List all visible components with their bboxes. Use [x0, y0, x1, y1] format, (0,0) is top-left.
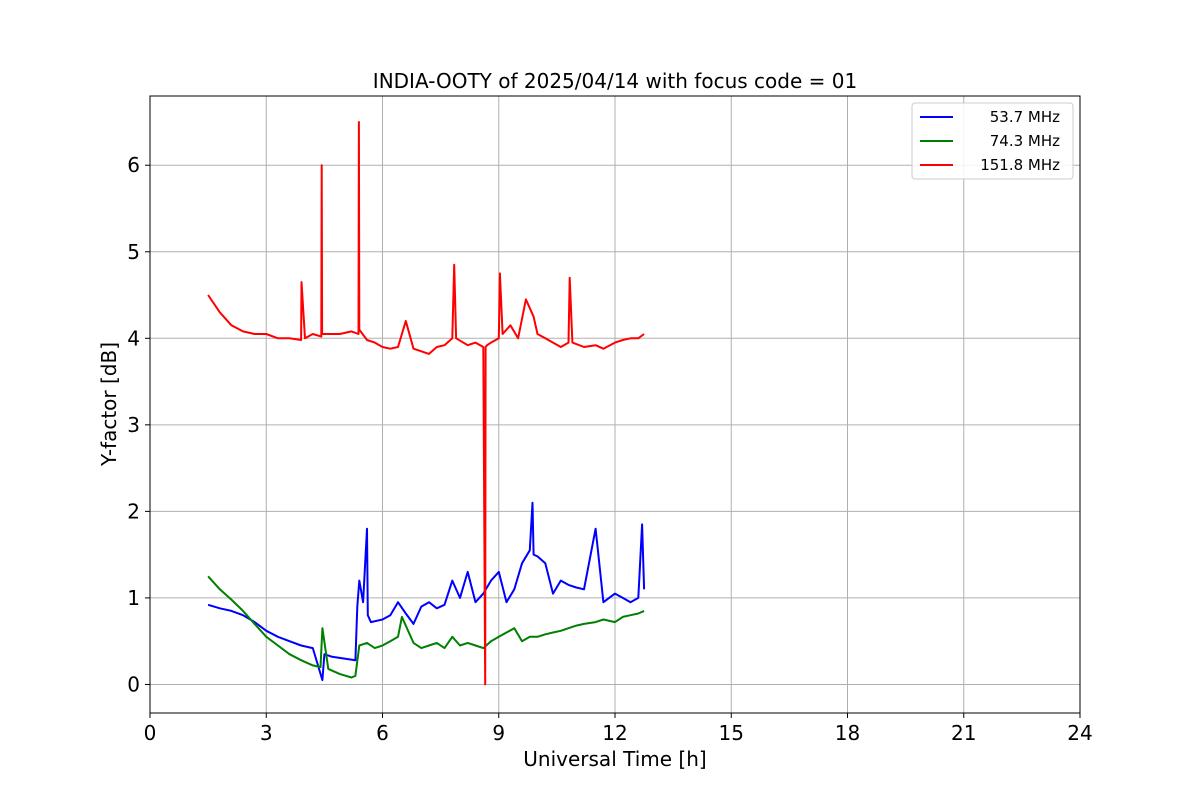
- y-tick-label: 6: [127, 153, 140, 177]
- x-tick-label: 6: [376, 721, 389, 745]
- chart-title: INDIA-OOTY of 2025/04/14 with focus code…: [373, 69, 857, 93]
- x-tick-label: 21: [951, 721, 976, 745]
- series-line-2: [207, 121, 645, 686]
- legend-entry: 74.3 MHz: [990, 132, 1060, 150]
- series-layer: [207, 121, 646, 686]
- legend-box: [911, 102, 1074, 180]
- legend: 53.7 MHz 74.3 MHz 151.8 MHz: [911, 102, 1074, 180]
- series-line-0: [207, 501, 646, 682]
- y-tick-label: 1: [127, 586, 140, 610]
- x-tick-label: 9: [492, 721, 505, 745]
- x-tick-label: 0: [144, 721, 157, 745]
- y-tick-label: 4: [127, 326, 140, 350]
- legend-entry: 151.8 MHz: [980, 156, 1060, 174]
- y-tick-label: 3: [127, 413, 140, 437]
- y-axis: 0 1 2 3 4 5 6: [127, 153, 150, 696]
- grid: [149, 96, 1081, 713]
- x-tick-label: 18: [835, 721, 860, 745]
- x-axis: 0 3 6 9 12 15 18 21 24: [144, 713, 1093, 745]
- x-axis-label: Universal Time [h]: [523, 747, 706, 771]
- x-tick-label: 12: [602, 721, 627, 745]
- x-tick-label: 15: [719, 721, 744, 745]
- y-tick-label: 0: [127, 672, 140, 696]
- x-tick-label: 3: [260, 721, 273, 745]
- y-tick-label: 2: [127, 499, 140, 523]
- legend-entry: 53.7 MHz: [990, 108, 1060, 126]
- y-tick-label: 5: [127, 240, 140, 264]
- y-axis-label: Y-factor [dB]: [97, 342, 121, 467]
- x-tick-label: 24: [1067, 721, 1092, 745]
- series-line-1: [207, 575, 645, 679]
